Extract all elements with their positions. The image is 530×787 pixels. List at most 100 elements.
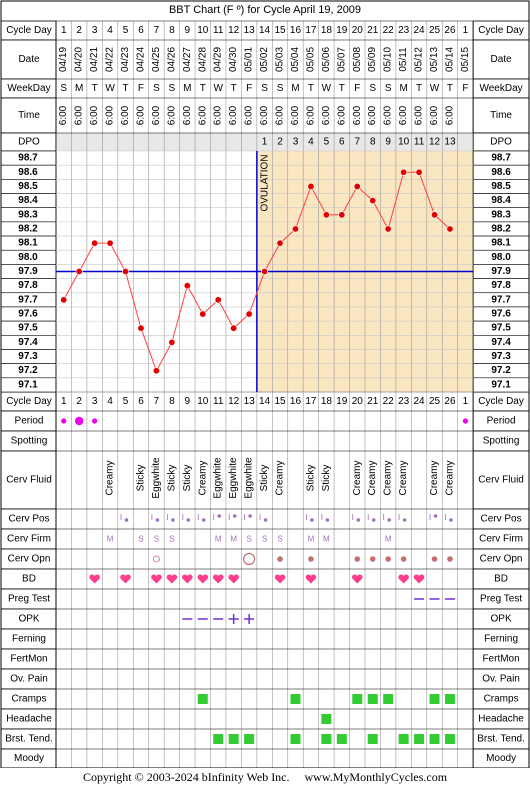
weekday-label: M: [291, 83, 299, 94]
period-dot: [61, 418, 67, 424]
cerv-pos-dot: [310, 518, 314, 522]
cycle-day-label: 20: [352, 25, 364, 36]
cerv-pos-dot: [325, 518, 330, 522]
cerv-fluid-label: Eggwhite: [213, 457, 224, 499]
cycle-day-label: 2: [76, 25, 82, 36]
cycle-day-label: 21: [367, 25, 379, 36]
cycle-day-label-bottom: 14: [259, 396, 271, 407]
temp-point: [261, 267, 269, 275]
temp-point: [338, 211, 346, 219]
weekday-label: S: [261, 83, 268, 94]
date-label: 04/22: [105, 47, 116, 72]
cerv-fluid-label: Sticky: [182, 465, 193, 492]
ytick-label-right: 98.0: [491, 252, 511, 263]
cerv-fluid-label: Creamy: [383, 460, 394, 495]
cycle-day-label-bottom: 8: [169, 396, 175, 407]
ytick-label-right: 98.7: [491, 153, 511, 164]
bd-heart: [228, 574, 239, 584]
temp-line-segment: [372, 200, 389, 230]
weekday-label: F: [138, 83, 144, 94]
row-label-right-ferning: Ferning: [484, 634, 518, 645]
date-label: 05/01: [244, 47, 255, 72]
cerv-opn-mark: [277, 556, 283, 562]
weekday-label: W: [105, 83, 115, 94]
temp-line-segment: [140, 328, 157, 371]
cycle-day-label-bottom: 21: [367, 396, 379, 407]
ytick-label-right: 98.3: [491, 209, 511, 220]
footer: Copyright © 2003-2024 bInfinity Web Inc.…: [0, 768, 530, 787]
period-dot: [74, 416, 84, 426]
brst_tend-marker: [444, 734, 455, 744]
date-label: 05/02: [259, 47, 270, 72]
bd-heart: [166, 574, 178, 584]
cramps-marker: [429, 694, 440, 704]
brst_tend-marker: [321, 734, 332, 744]
site-link[interactable]: www.MyMonthlyCycles.com: [304, 770, 448, 784]
ytick-label: 97.9: [18, 266, 38, 277]
cycle-day-label: 16: [290, 25, 302, 36]
row-label-moody: Moody: [14, 753, 44, 764]
bd-heart: [89, 574, 100, 584]
time-label: 6:00: [182, 105, 193, 125]
weekday-label: T: [339, 83, 345, 94]
date-label: 04/29: [213, 47, 224, 72]
chart-svg: BBT Chart (F º) for Cycle April 19, 2009…: [0, 0, 530, 768]
cycle-day-label: 26: [444, 25, 456, 36]
brst_tend-marker: [398, 734, 409, 744]
cramps-marker: [197, 694, 208, 704]
cerv-firm-label: S: [154, 535, 159, 544]
cerv-fluid-label: Sticky: [321, 465, 332, 492]
cerv-firm-label: M: [323, 535, 330, 544]
cramps-marker: [444, 694, 455, 704]
brst_tend-marker: [244, 734, 255, 744]
row-label-right-cerv_fluid: Cerv Fluid: [478, 475, 524, 486]
row-label-period: Period: [15, 416, 44, 427]
cycle-day-label: 5: [123, 25, 129, 36]
ytick-label: 97.6: [18, 309, 38, 320]
cerv-fluid-label: Creamy: [367, 460, 378, 495]
row-label-right-weekday: WeekDay: [479, 83, 522, 94]
cycle-day-label-bottom: 5: [123, 396, 129, 407]
cerv-firm-label: M: [385, 535, 392, 544]
cerv-pos-dot: [387, 518, 391, 522]
row-label-cell-cerv_fluid: [0, 450, 57, 510]
bd-heart: [413, 574, 425, 584]
temp-point: [415, 168, 423, 176]
dpo-label: 11: [414, 137, 425, 148]
ytick-label-right: 98.1: [491, 238, 511, 249]
cerv-fluid-label: Eggwhite: [244, 457, 255, 499]
weekday-label: M: [183, 83, 191, 94]
ytick-label-right: 97.2: [491, 365, 511, 376]
cramps-marker: [352, 694, 363, 704]
dpo-label: 9: [385, 137, 391, 148]
temp-point: [384, 225, 392, 233]
weekday-label: S: [169, 83, 176, 94]
weekday-label: W: [213, 83, 223, 94]
cycle-day-label: 3: [92, 25, 98, 36]
ytick-label: 98.4: [18, 195, 38, 206]
cycle-day-label: 17: [305, 25, 317, 36]
row-label-right-cerv_firm: Cerv Firm: [479, 534, 523, 545]
temp-point: [214, 296, 222, 304]
bd-heart: [351, 574, 363, 584]
row-label-cycle_day: Cycle Day: [6, 396, 52, 407]
period-dot: [92, 418, 98, 424]
row-label-right-cycle_day: Cycle Day: [478, 25, 524, 36]
cycle-day-label: 1: [463, 25, 469, 36]
cerv-fluid-label: Eggwhite: [151, 457, 162, 499]
cramps-marker: [367, 694, 378, 704]
cramps-marker: [383, 694, 394, 704]
cerv-opn-mark: [447, 556, 453, 562]
row-label-right-headache: Headache: [478, 714, 524, 725]
ytick-label-right: 98.2: [491, 223, 511, 234]
cycle-day-label: 19: [336, 25, 348, 36]
temp-point: [122, 267, 130, 275]
bd-heart: [151, 574, 162, 584]
cerv-fluid-label: Creamy: [352, 460, 363, 495]
dpo-label: 1: [262, 137, 268, 148]
cerv-pos-dot: [232, 514, 237, 518]
weekday-label: T: [308, 83, 314, 94]
dpo-label: 2: [277, 137, 283, 148]
cycle-day-label-bottom: 9: [185, 396, 191, 407]
cycle-day-label-bottom: 10: [197, 396, 209, 407]
